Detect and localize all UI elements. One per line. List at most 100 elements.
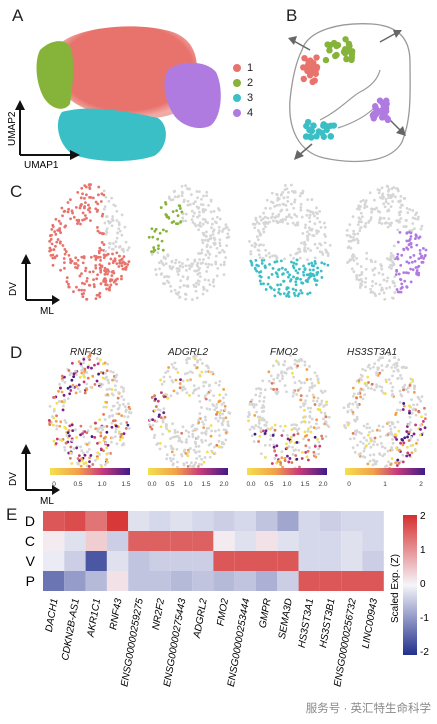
cluster-spot xyxy=(415,271,419,275)
expression-spot xyxy=(258,394,262,398)
expression-spot xyxy=(369,387,373,391)
cluster-spot xyxy=(253,245,257,249)
cluster-spot xyxy=(255,235,259,239)
expression-spot xyxy=(197,450,201,453)
expression-spot xyxy=(312,395,316,399)
cluster-spot xyxy=(391,254,395,258)
watermark: 服务号 · 英汇特生命科学 xyxy=(305,703,431,715)
expression-spot xyxy=(105,458,109,461)
heatmap-cell xyxy=(213,551,235,571)
expression-spot xyxy=(359,440,363,444)
cluster-spot xyxy=(382,291,386,295)
expression-spot xyxy=(368,430,371,434)
cluster-spot xyxy=(413,217,417,221)
expression-spot xyxy=(247,411,251,414)
cluster-spot xyxy=(214,260,218,264)
expression-spot xyxy=(367,381,370,384)
expression-spot xyxy=(168,375,172,379)
expression-spot xyxy=(188,464,192,468)
expression-spot xyxy=(211,370,214,374)
cluster-spot xyxy=(198,210,201,214)
expression-spot xyxy=(318,408,322,412)
expression-spot xyxy=(257,440,260,443)
expression-spot xyxy=(351,402,355,406)
expression-spot xyxy=(317,381,320,385)
cluster-spot xyxy=(311,234,315,237)
cluster-spot xyxy=(320,276,324,279)
cluster-spot xyxy=(417,236,421,240)
schematic-dot xyxy=(304,118,312,126)
cluster-spot xyxy=(299,208,303,212)
expression-spot xyxy=(319,410,323,414)
expression-spot xyxy=(181,379,185,383)
expression-spot xyxy=(169,437,172,441)
cluster-spot xyxy=(389,251,393,255)
expression-spot xyxy=(372,453,376,457)
expression-spot xyxy=(113,435,117,438)
cluster-spot xyxy=(195,281,198,285)
heatmap-cell xyxy=(277,511,299,531)
expression-spot xyxy=(272,377,276,381)
expression-spot xyxy=(354,400,358,404)
expression-spot xyxy=(380,385,384,389)
cluster-spot xyxy=(377,191,381,195)
cluster-spot xyxy=(120,277,123,281)
expression-spot xyxy=(80,449,84,453)
cluster-spot xyxy=(390,267,393,270)
expression-spot xyxy=(208,389,212,393)
cluster-spot xyxy=(393,284,397,288)
cluster-spot xyxy=(109,283,113,287)
schematic-dot xyxy=(313,63,321,71)
expression-spot xyxy=(385,464,389,468)
expression-spot xyxy=(325,423,329,427)
schematic-dot xyxy=(318,129,326,137)
expression-spot xyxy=(215,412,218,416)
cluster-spot xyxy=(88,210,92,214)
cluster-spot xyxy=(93,254,97,258)
heatmap-cell xyxy=(234,551,256,571)
schematic-dot xyxy=(324,41,331,48)
heatmap-col-label: HS3ST3B1 xyxy=(318,598,338,649)
expression-spot xyxy=(150,427,154,431)
expression-spot xyxy=(114,430,117,434)
cluster-spot xyxy=(96,225,99,229)
cluster-spot xyxy=(83,214,87,217)
expression-spot xyxy=(372,365,375,369)
expression-spot xyxy=(354,432,358,436)
expression-spot xyxy=(248,428,252,431)
expression-spot xyxy=(79,424,83,428)
cluster-spot xyxy=(196,215,199,219)
cluster-spot xyxy=(119,258,123,262)
expression-spot xyxy=(392,363,396,367)
heatmap-cell xyxy=(85,571,107,591)
cluster-spot xyxy=(203,238,207,242)
cluster-spot xyxy=(253,242,257,245)
cluster-spot xyxy=(75,218,79,222)
colorbar-tick: 1.0 xyxy=(183,481,192,488)
cluster-spot xyxy=(298,250,302,253)
cluster-spot xyxy=(193,284,196,288)
expression-spot xyxy=(100,425,104,429)
cluster-spot xyxy=(369,287,372,291)
expression-spot xyxy=(152,436,156,440)
cluster-spot xyxy=(91,270,95,274)
cluster-spot xyxy=(214,254,218,258)
cluster-spot xyxy=(424,248,428,252)
cluster-spot xyxy=(50,242,54,246)
expression-spot xyxy=(202,460,206,464)
expression-spot xyxy=(117,412,121,416)
expression-spot xyxy=(308,389,311,392)
cluster-spot xyxy=(356,223,360,227)
cluster-spot xyxy=(65,276,69,280)
expression-spot xyxy=(273,423,277,427)
expression-spot xyxy=(110,388,114,391)
cluster-spot xyxy=(294,269,298,273)
cluster-spot xyxy=(54,244,57,248)
cluster-spot xyxy=(396,240,400,244)
cluster-spot xyxy=(415,243,419,247)
schematic-dot xyxy=(300,64,307,71)
cluster-spot xyxy=(276,198,279,202)
expression-spot xyxy=(115,442,119,446)
cluster-spot xyxy=(305,213,309,217)
expression-spot xyxy=(278,379,282,383)
